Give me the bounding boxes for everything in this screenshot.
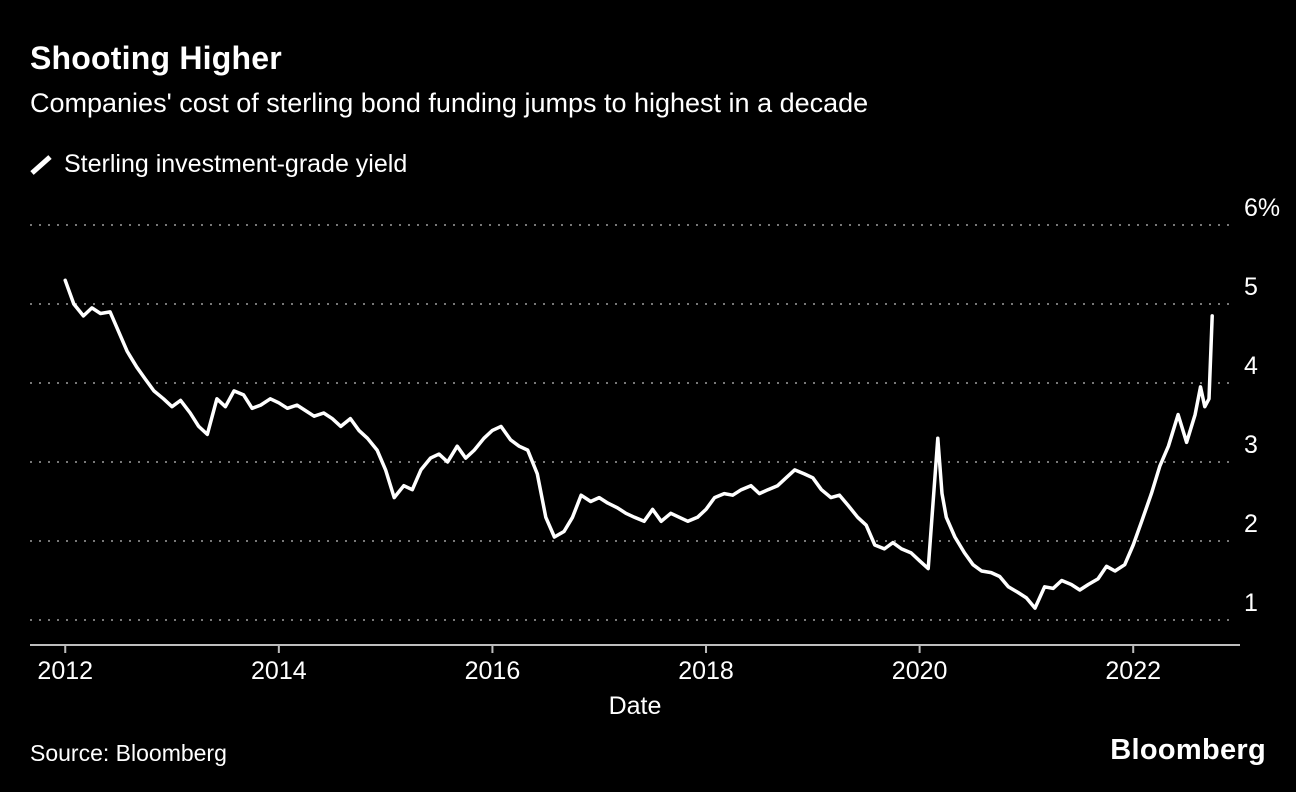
y-tick-label: 4 xyxy=(1244,352,1258,380)
yield-line xyxy=(63,278,1214,610)
line-series-icon xyxy=(30,154,52,175)
source-credit: Source: Bloomberg xyxy=(30,740,227,766)
x-tick-label: 2012 xyxy=(37,657,93,685)
x-tick-label: 2016 xyxy=(465,657,521,685)
x-tick-label: 2018 xyxy=(678,657,734,685)
chart-title: Shooting Higher xyxy=(30,40,282,76)
x-axis-title: Date xyxy=(608,692,662,720)
legend-label: Sterling investment-grade yield xyxy=(64,150,408,178)
y-tick-label: 1 xyxy=(1244,589,1258,617)
bloomberg-logo: Bloomberg xyxy=(1110,734,1266,766)
chart-subtitle: Companies' cost of sterling bond funding… xyxy=(30,88,869,118)
x-tick-label: 2014 xyxy=(251,657,307,685)
x-tick-label: 2022 xyxy=(1105,657,1161,685)
legend: Sterling investment-grade yield xyxy=(28,150,407,179)
x-tick-label: 2020 xyxy=(892,657,948,685)
y-tick-label: 2 xyxy=(1244,510,1258,538)
y-tick-label: 3 xyxy=(1244,431,1258,459)
y-tick-label: 5 xyxy=(1244,273,1258,301)
y-tick-label: 6% xyxy=(1244,194,1280,222)
